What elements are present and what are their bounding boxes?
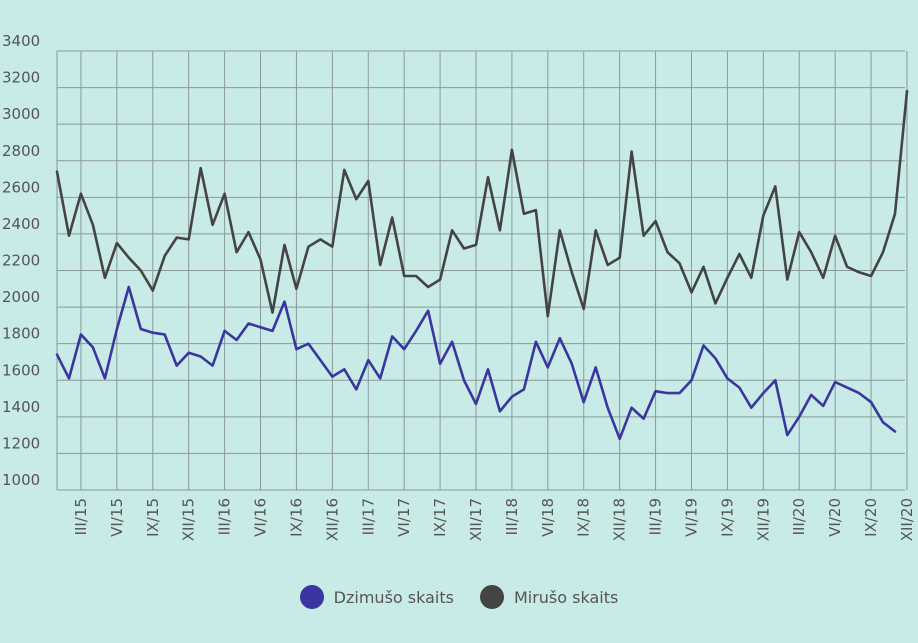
- y-tick-label: 1200: [2, 434, 40, 452]
- y-tick-label: 2000: [2, 288, 40, 306]
- y-tick-label: 3400: [2, 32, 40, 50]
- y-tick-label: 2600: [2, 178, 40, 196]
- x-tick-label: VI/19: [682, 498, 700, 537]
- y-tick-label: 3000: [2, 105, 40, 123]
- x-tick-label: IX/17: [431, 498, 449, 537]
- x-tick-label: VI/20: [826, 498, 844, 537]
- y-tick-label: 2200: [2, 252, 40, 270]
- x-tick-label: VI/16: [252, 498, 270, 537]
- x-tick-label: VI/18: [539, 498, 557, 537]
- x-tick-label: III/20: [790, 498, 808, 535]
- x-tick-label: XII/18: [611, 498, 629, 541]
- y-tick-label: 1400: [2, 398, 40, 416]
- x-axis: III/15 VI/15 IX/15 XII/15 III/16 VI/16 IX/16 XI…: [72, 498, 916, 541]
- series-line-deaths: [55, 89, 909, 318]
- x-tick-label: III/17: [359, 498, 377, 535]
- legend-label-deaths: Mirušo skaits: [513, 587, 619, 607]
- grid: [56, 50, 908, 491]
- series-group: [55, 89, 909, 441]
- x-tick-label: IX/19: [718, 498, 736, 537]
- x-tick-label: IX/16: [287, 498, 305, 537]
- x-tick-label: IX/18: [575, 498, 593, 537]
- x-tick-label: XII/15: [180, 498, 198, 541]
- x-tick-label: III/15: [72, 498, 90, 535]
- x-tick-label: III/16: [216, 498, 234, 535]
- legend: Dzimušo skaits Mirušo skaits: [0, 585, 918, 609]
- x-tick-label: IX/15: [144, 498, 162, 537]
- x-tick-label: VI/17: [395, 498, 413, 537]
- x-tick-label: XII/19: [754, 498, 772, 541]
- y-axis: 1000 1200 1400 1600 1800 2000 2200 2400 2600 2800…: [2, 32, 40, 489]
- y-tick-label: 2400: [2, 215, 40, 233]
- x-tick-label: III/18: [503, 498, 521, 535]
- legend-swatch-births: [299, 585, 324, 609]
- x-tick-label: XII/17: [467, 498, 485, 541]
- legend-label-births: Dzimušo skaits: [333, 587, 454, 607]
- x-tick-label: VI/15: [108, 498, 126, 537]
- x-tick-label: IX/20: [862, 498, 880, 537]
- x-tick-label: XII/20: [898, 498, 916, 541]
- legend-item-births[interactable]: Dzimušo skaits: [299, 585, 454, 609]
- legend-item-deaths[interactable]: Mirušo skaits: [479, 585, 619, 609]
- y-tick-label: 3200: [2, 69, 40, 87]
- y-tick-label: 1800: [2, 325, 40, 343]
- legend-swatch-deaths: [479, 585, 504, 609]
- x-tick-label: XII/16: [323, 498, 341, 541]
- x-tick-label: III/19: [647, 498, 665, 535]
- y-tick-label: 1000: [2, 471, 40, 489]
- y-tick-label: 1600: [2, 361, 40, 379]
- series-line-births: [55, 285, 897, 441]
- y-tick-label: 2800: [2, 142, 40, 160]
